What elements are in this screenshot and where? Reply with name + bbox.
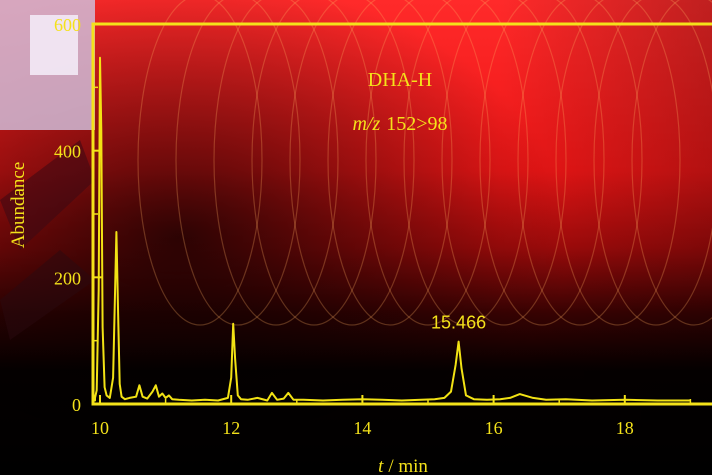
subtitle-transition: 152>98: [386, 113, 447, 135]
subtitle-mz: m/z: [352, 113, 380, 135]
y-axis-label: Abundance: [8, 162, 29, 249]
x-tick-label: 16: [485, 418, 503, 438]
y-tick-label: 400: [54, 142, 81, 162]
ripple-ring: [175, 0, 301, 326]
ripple-ring: [593, 0, 712, 326]
x-axis-ticks: 10 12 14 16 18: [91, 395, 692, 438]
plot-area: 10 12 14 16 18 0 200 400 600: [54, 15, 712, 438]
ripple-ring: [213, 0, 339, 326]
x-tick-label: 10: [91, 418, 109, 438]
chromatogram-line: [94, 56, 691, 402]
chart-subtitle: m/z 152>98: [352, 113, 447, 135]
peak-annotation: 15.466: [431, 313, 486, 333]
ripple-ring: [327, 0, 453, 326]
decorative-panels: [0, 0, 95, 340]
ripple-ring: [403, 0, 529, 326]
chart-title: DHA-H: [368, 69, 432, 91]
x-tick-label: 12: [222, 418, 240, 438]
x-tick-label: 18: [616, 418, 634, 438]
x-axis-label: t / min: [378, 456, 428, 475]
background-ripples: [137, 0, 712, 326]
y-axis-ticks: 0 200 400 600: [54, 15, 102, 415]
y-tick-label: 600: [54, 15, 81, 35]
ripple-ring: [555, 0, 681, 326]
y-tick-label: 0: [72, 395, 81, 415]
ripple-ring: [251, 0, 377, 326]
decorative-panel: [0, 140, 95, 250]
decorative-panel: [30, 15, 78, 75]
y-tick-label: 200: [54, 268, 81, 288]
ripple-ring: [517, 0, 643, 326]
ripple-ring: [631, 0, 712, 326]
ripple-ring: [137, 0, 263, 326]
ripple-ring: [289, 0, 415, 326]
ripple-ring: [479, 0, 605, 326]
decorative-panel: [0, 250, 95, 340]
x-axis-symbol: t: [378, 456, 384, 475]
x-axis-unit: / min: [388, 456, 428, 475]
ripple-ring: [441, 0, 567, 326]
ripple-ring: [365, 0, 491, 326]
x-tick-label: 14: [353, 418, 371, 438]
